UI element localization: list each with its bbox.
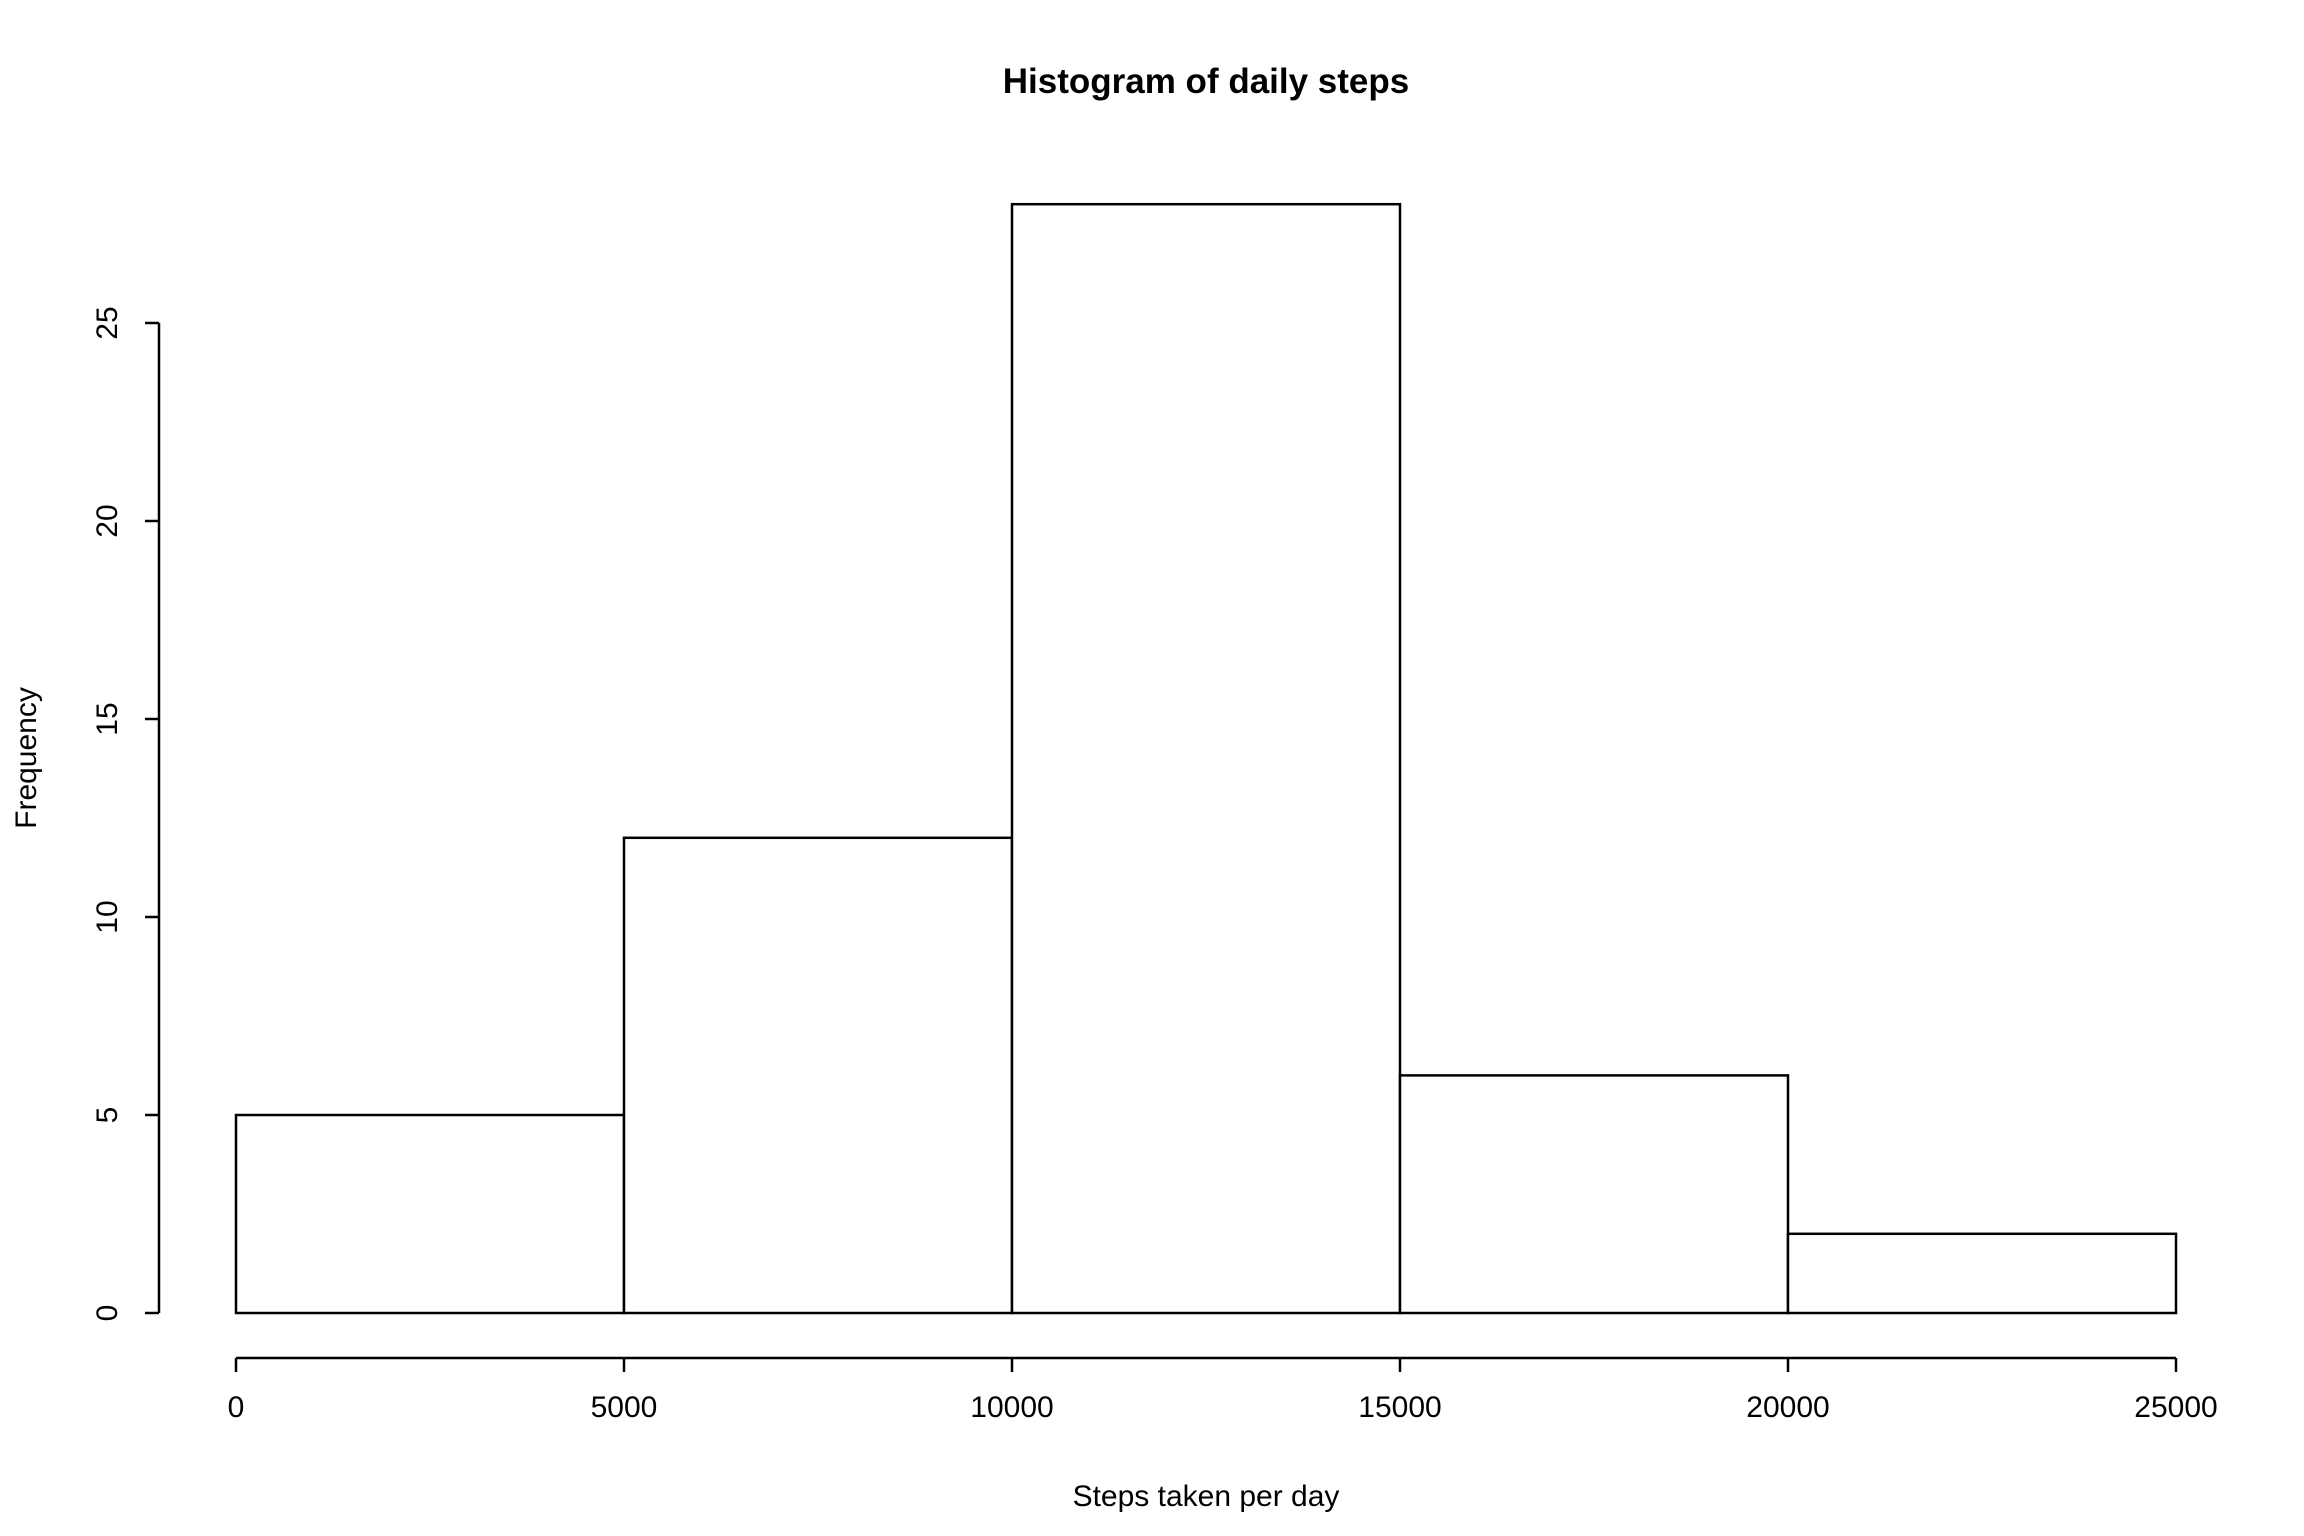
x-tick-label: 15000 xyxy=(1358,1391,1441,1424)
y-tick-label: 20 xyxy=(91,504,124,537)
y-tick-label: 0 xyxy=(91,1305,124,1322)
x-tick-label: 0 xyxy=(228,1391,245,1424)
histogram-bar-0 xyxy=(234,1113,626,1315)
x-tick-label: 20000 xyxy=(1746,1391,1829,1424)
y-tick-label: 25 xyxy=(91,306,124,339)
x-axis: 0 5000 10000 15000 20000 25000 xyxy=(228,1356,2218,1424)
y-axis: 0 5 10 15 20 25 xyxy=(91,306,161,1322)
y-axis-label: Frequency xyxy=(10,687,43,829)
chart-title: Histogram of daily steps xyxy=(1003,62,1409,101)
x-axis-label: Steps taken per day xyxy=(1073,1480,1340,1513)
y-tick-label: 15 xyxy=(91,702,124,735)
histogram-bars xyxy=(234,202,2178,1315)
histogram-bar-2 xyxy=(1010,202,1402,1315)
histogram-bar-1 xyxy=(622,836,1014,1315)
x-tick-label: 10000 xyxy=(970,1391,1053,1424)
y-tick-label: 10 xyxy=(91,900,124,933)
histogram-bar-3 xyxy=(1398,1074,1790,1315)
histogram-bar-4 xyxy=(1786,1232,2178,1315)
y-tick-label: 5 xyxy=(91,1107,124,1124)
x-tick-label: 5000 xyxy=(591,1391,658,1424)
x-tick-label: 25000 xyxy=(2134,1391,2217,1424)
